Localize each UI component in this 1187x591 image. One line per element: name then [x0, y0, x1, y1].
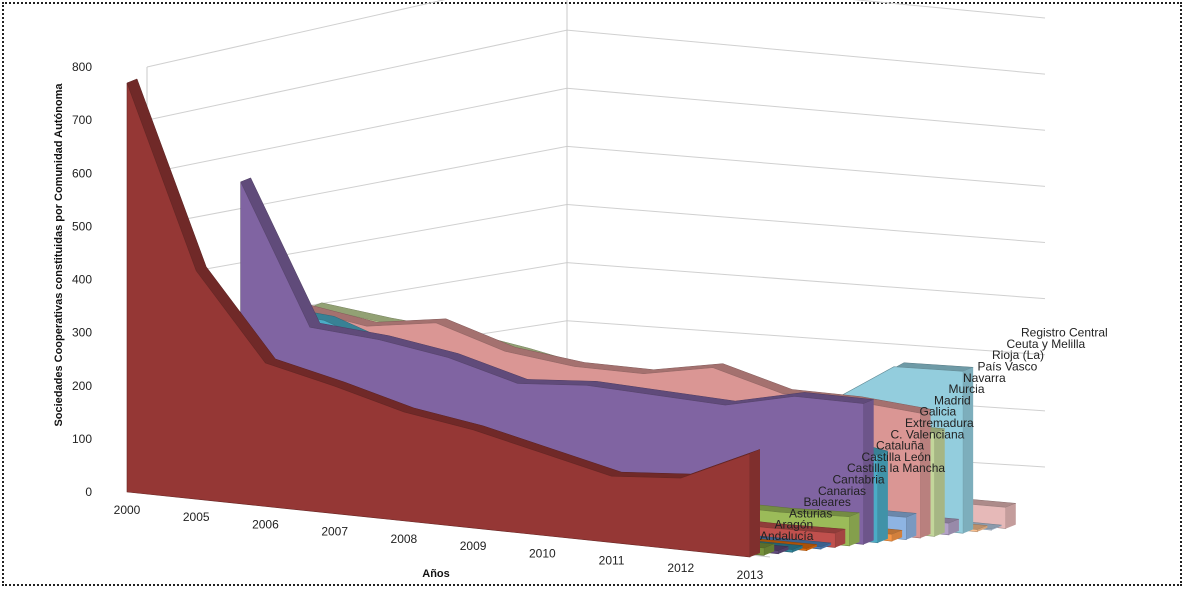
gridline: [146, 29, 568, 121]
gridline: [146, 87, 568, 174]
area-end-cap: [792, 545, 803, 553]
series-label: Cataluña: [876, 439, 924, 453]
x-axis-title: Años: [422, 568, 450, 580]
series-label: Baleares: [804, 495, 851, 509]
area-end-cap: [821, 542, 832, 550]
series-label: Andalucía: [760, 529, 814, 543]
series-label: Ceuta y Melilla: [1007, 337, 1086, 351]
x-tick-label: 2009: [460, 539, 487, 553]
x-tick-label: 2000: [114, 503, 141, 517]
gridline: [566, 87, 1046, 131]
series-label: Castilla León: [862, 450, 931, 464]
series-label: Navarra: [963, 371, 1006, 385]
series-labels: AndalucíaAragónAsturiasBalearesCanariasC…: [760, 326, 1108, 543]
series-areas: [126, 78, 1016, 558]
gridline: [566, 320, 1046, 356]
x-axis-ticks: 2000 2005 2006 2007 2008 2009 2010 2011 2012 2013: [114, 503, 764, 582]
area-end-cap: [835, 529, 846, 548]
x-tick-label: 2010: [529, 546, 556, 560]
y-tick-label: 400: [72, 273, 92, 287]
series-label: País Vasco: [978, 360, 1038, 374]
x-tick-label: 2007: [321, 525, 348, 539]
gridline: [566, 262, 1046, 300]
x-tick-label: 2013: [737, 568, 764, 582]
area-end-cap: [806, 544, 817, 551]
area-end-cap: [977, 525, 988, 532]
x-tick-label: 2011: [599, 554, 625, 568]
series-label: Rioja (La): [992, 348, 1044, 362]
y-axis-title: Sociedades Cooperativas constituidas por…: [53, 83, 65, 427]
series-label: Registro Central: [1021, 326, 1108, 340]
area-end-cap: [863, 399, 874, 545]
gridline: [146, 0, 446, 68]
area-end-cap: [934, 428, 945, 537]
x-tick-label: 2005: [183, 510, 210, 524]
area-end-cap: [750, 449, 760, 557]
series-label: Murcia: [949, 382, 985, 396]
area-end-cap: [906, 513, 917, 540]
x-tick-label: 2006: [252, 517, 279, 531]
area-end-cap: [991, 525, 1002, 531]
area-end-cap: [778, 546, 789, 554]
y-tick-label: 600: [72, 166, 92, 180]
gridline: [852, 0, 1046, 19]
area-end-cap: [892, 530, 903, 542]
y-tick-label: 300: [72, 326, 92, 340]
y-tick-label: 800: [72, 60, 92, 74]
series-label: Cantabria: [833, 473, 885, 487]
area-end-cap: [948, 519, 959, 535]
series-label: Castilla la Mancha: [847, 461, 945, 475]
area-end-cap: [877, 451, 888, 543]
gridline: [146, 145, 568, 227]
y-tick-label: 500: [72, 219, 92, 233]
series-label: C. Valenciana: [891, 427, 965, 441]
y-tick-label: 100: [72, 432, 92, 446]
series-label: Canarias: [818, 484, 866, 498]
series-label: Galicia: [920, 405, 957, 419]
x-tick-label: 2012: [667, 561, 694, 575]
x-tick-label: 2008: [391, 532, 418, 546]
series-label: Madrid: [934, 393, 971, 407]
area-end-cap: [920, 409, 931, 539]
y-tick-label: 200: [72, 379, 92, 393]
area-end-cap: [1005, 503, 1016, 529]
area-end-cap: [963, 367, 974, 534]
y-axis-ticks: 0 100 200 300 400 500 600 700 800: [72, 60, 92, 499]
gridline: [146, 204, 568, 280]
gridline: [566, 145, 1046, 187]
series-label: Aragón: [775, 518, 814, 532]
y-tick-label: 0: [85, 485, 92, 499]
gridline: [566, 204, 1046, 243]
series-label: Asturias: [789, 506, 832, 520]
series-label: Extremadura: [905, 416, 974, 430]
y-tick-label: 700: [72, 113, 92, 127]
area-end-cap: [764, 543, 775, 556]
area-end-cap: [849, 512, 860, 546]
gridline: [566, 29, 1046, 75]
